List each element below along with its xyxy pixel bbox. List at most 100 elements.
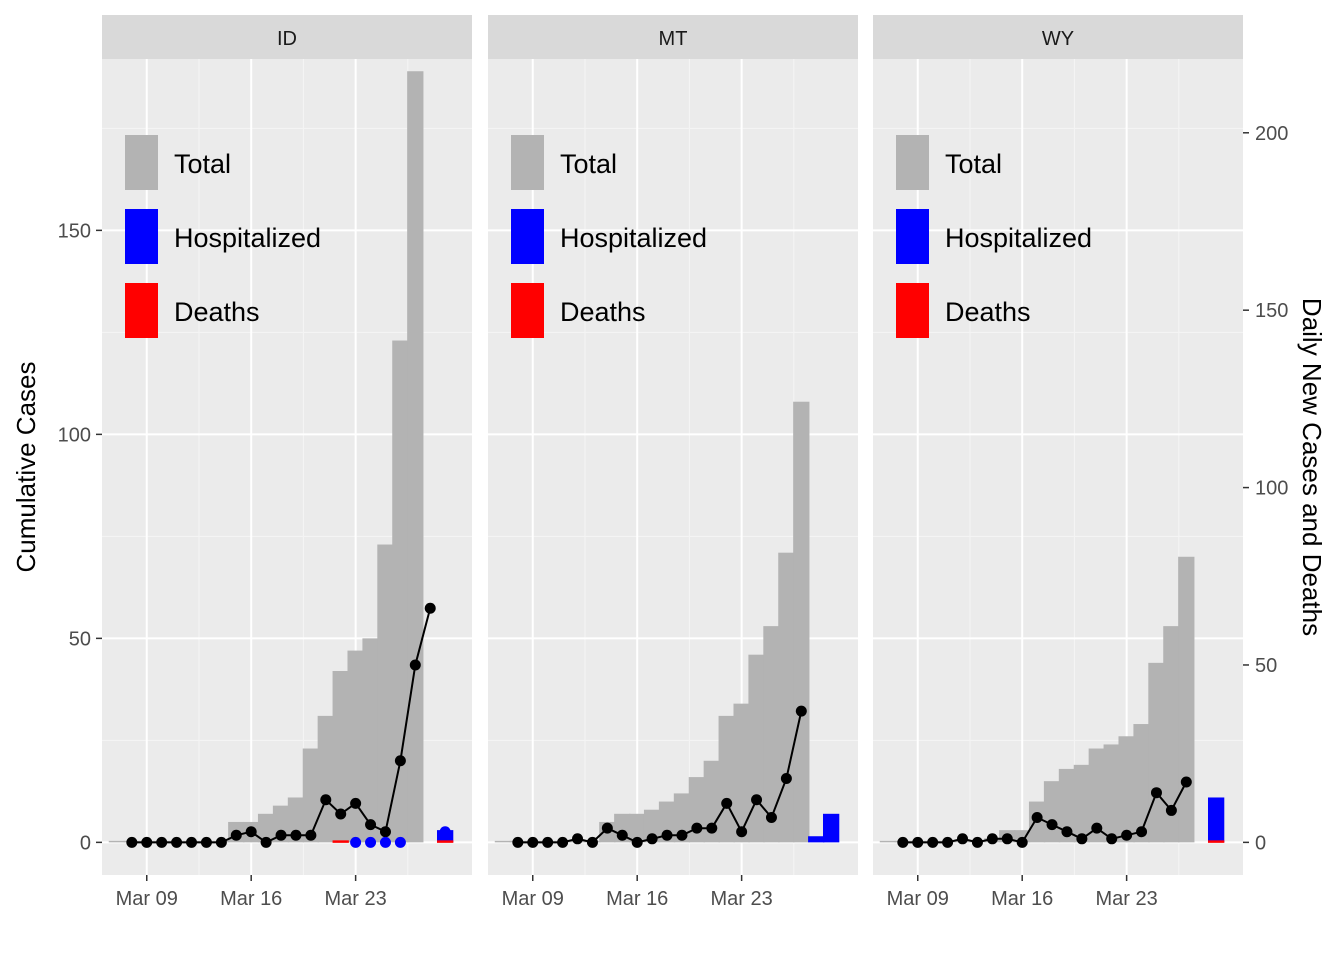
total-bar	[629, 813, 646, 843]
daily-cases-point	[1001, 833, 1013, 845]
daily-cases-point	[1031, 812, 1043, 824]
x-tick-label: Mar 23	[1096, 888, 1158, 910]
y2-tick-label: 150	[1255, 300, 1288, 322]
y2-axis-title: Daily New Cases and Deaths	[1297, 298, 1327, 636]
total-bar	[1178, 556, 1195, 843]
daily-cases-point	[335, 808, 347, 820]
daily-cases-point	[126, 836, 138, 848]
total-bar	[1073, 764, 1091, 843]
total-bar	[108, 840, 126, 843]
legend-key-hospitalized	[896, 209, 929, 264]
x-tick-label: Mar 16	[220, 888, 282, 910]
daily-cases-point	[957, 833, 969, 845]
facet-strip-label: WY	[1042, 28, 1074, 50]
daily-cases-point	[1165, 804, 1177, 816]
y2-tick-label: 100	[1255, 478, 1288, 500]
legend-key-hospitalized	[125, 209, 158, 264]
y2-tick-label: 200	[1255, 123, 1288, 145]
daily-cases-point	[765, 812, 777, 824]
total-bar	[643, 809, 661, 843]
daily-cases-point	[1180, 776, 1192, 788]
total-bar	[377, 544, 394, 843]
daily-cases-point	[409, 659, 421, 671]
total-bar	[1103, 744, 1120, 843]
legend-key-deaths	[125, 283, 158, 338]
daily-cases-point	[1150, 787, 1162, 799]
daily-cases-point	[706, 822, 718, 834]
total-bar	[673, 793, 691, 843]
daily-cases-point	[350, 797, 362, 809]
daily-cases-point	[512, 836, 524, 848]
daily-cases-point	[230, 829, 242, 841]
daily-cases-point	[1016, 836, 1028, 848]
daily-cases-point	[186, 836, 198, 848]
daily-cases-point	[1046, 819, 1058, 831]
hospitalized-bar	[1207, 797, 1225, 843]
total-bar	[257, 813, 275, 843]
daily-cases-point	[780, 772, 792, 784]
daily-cases-point	[795, 705, 807, 717]
daily-cases-point	[586, 836, 598, 848]
daily-cases-point	[661, 829, 673, 841]
daily-cases-point	[379, 826, 391, 838]
daily-cases-point	[215, 836, 227, 848]
daily-cases-point	[1076, 833, 1088, 845]
panel-wy: Total Hospitalized Deaths WY Mar 09 Mar 16 Mar…	[873, 15, 1243, 910]
total-bar	[362, 638, 379, 843]
y-tick-label: 150	[58, 220, 91, 242]
daily-cases-point	[245, 826, 257, 838]
daily-cases-point	[572, 833, 584, 845]
y-axis-title: Cumulative Cases	[11, 362, 41, 573]
x-tick-label: Mar 16	[606, 888, 668, 910]
total-bar	[793, 401, 810, 843]
legend-label: Deaths	[945, 297, 1031, 327]
panel-id: Total Hospitalized Deaths ID Mar 09 Mar 16 Mar…	[102, 15, 472, 910]
total-bar	[778, 552, 795, 843]
total-bar	[748, 654, 765, 843]
daily-cases-point	[646, 833, 658, 845]
facet-strip	[873, 15, 1243, 59]
legend-key-deaths	[511, 283, 544, 338]
daily-cases-point	[305, 829, 317, 841]
y-tick-label: 0	[80, 832, 91, 854]
y2-tick-label: 0	[1255, 832, 1266, 854]
daily-cases-point	[320, 794, 332, 806]
daily-hospitalized-point	[379, 836, 391, 848]
hospitalized-bar	[808, 836, 825, 843]
legend-key-hospitalized	[511, 209, 544, 264]
daily-cases-point	[394, 755, 406, 767]
daily-hospitalized-point	[439, 826, 451, 838]
daily-hospitalized-point	[350, 836, 362, 848]
daily-cases-point	[275, 829, 287, 841]
y2-tick-label: 50	[1255, 655, 1277, 677]
daily-cases-point	[557, 836, 569, 848]
daily-cases-point	[171, 836, 183, 848]
daily-cases-point	[141, 836, 153, 848]
daily-cases-point	[601, 822, 613, 834]
daily-cases-point	[986, 833, 998, 845]
daily-cases-point	[691, 822, 703, 834]
daily-cases-point	[365, 819, 377, 831]
total-bar	[317, 715, 334, 843]
total-bar	[1058, 768, 1076, 843]
facet-strip-label: MT	[659, 28, 688, 50]
daily-cases-point	[927, 836, 939, 848]
daily-cases-point	[676, 829, 688, 841]
facet-strip-label: ID	[277, 28, 297, 50]
legend-key-total	[511, 135, 544, 190]
daily-cases-point	[721, 797, 733, 809]
y-tick-label: 50	[69, 628, 91, 650]
legend-label: Deaths	[174, 297, 260, 327]
legend-key-total	[896, 135, 929, 190]
panel-mt: Total Hospitalized Deaths MT Mar 09 Mar 16 Mar…	[488, 15, 858, 910]
total-bar	[763, 626, 780, 843]
x-tick-label: Mar 23	[325, 888, 387, 910]
daily-cases-point	[542, 836, 554, 848]
total-bar	[1148, 662, 1165, 843]
daily-hospitalized-point	[394, 836, 406, 848]
deaths-bar	[436, 840, 454, 843]
daily-cases-point	[156, 836, 168, 848]
total-bar	[347, 650, 364, 843]
hospitalized-bar	[822, 813, 840, 843]
